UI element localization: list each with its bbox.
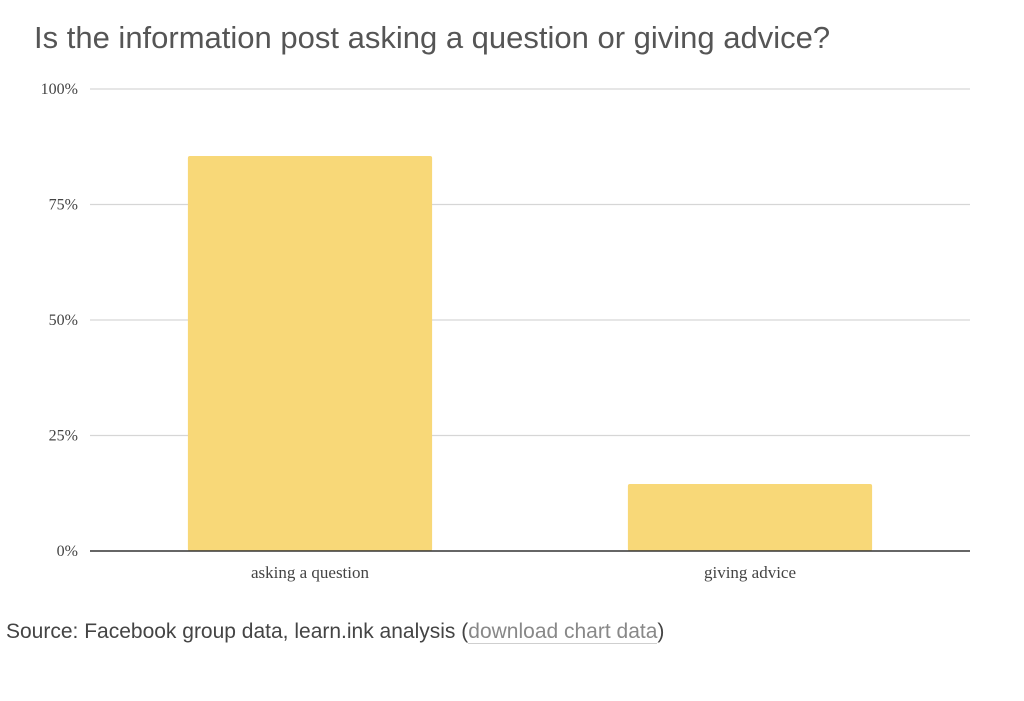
bar-asking-a-question [187, 155, 433, 552]
y-tick-label: 0% [57, 543, 78, 560]
y-tick-label: 50% [49, 312, 78, 329]
y-tick-label: 25% [49, 428, 78, 445]
y-axis-tick-labels: 0% 25% 50% 75% 100% [41, 81, 78, 560]
source-note: Source: Facebook group data, learn.ink a… [6, 620, 664, 644]
chart-title: Is the information post asking a questio… [34, 20, 831, 55]
x-tick-label: giving advice [704, 563, 796, 582]
source-close-paren: ) [657, 620, 665, 643]
bar-giving-advice [627, 484, 873, 551]
y-tick-label: 75% [49, 197, 78, 214]
bar-chart: 0% 25% 50% 75% 100% asking a question giving … [41, 81, 970, 582]
x-axis-tick-labels: asking a question giving advice [251, 563, 796, 582]
bars [187, 155, 873, 552]
x-tick-label: asking a question [251, 563, 370, 582]
download-chart-data-link[interactable]: download chart data [468, 620, 658, 644]
source-text: Source: Facebook group data, learn.ink a… [6, 620, 469, 643]
y-tick-label: 100% [41, 81, 78, 98]
